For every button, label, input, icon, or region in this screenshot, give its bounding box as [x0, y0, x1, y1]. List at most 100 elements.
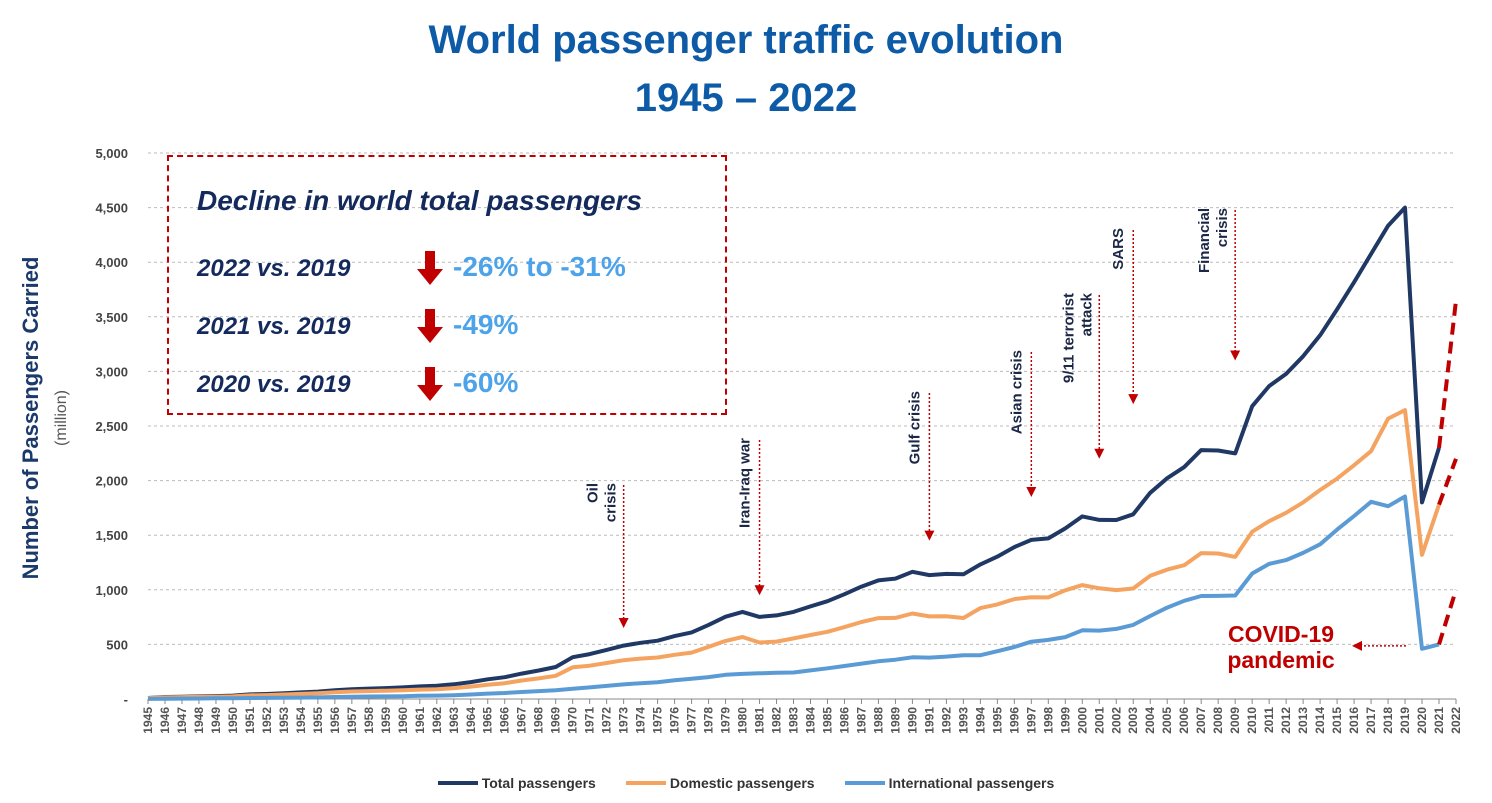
- legend-item-domestic: Domestic passengers: [625, 775, 815, 791]
- callout-row-value: -49%: [453, 309, 519, 340]
- covid-annotation-text: pandemic: [1227, 647, 1335, 673]
- series-lines: [147, 205, 1458, 701]
- x-tick-label: 1972: [600, 707, 614, 734]
- down-arrow-icon: [417, 251, 443, 285]
- x-tick-label: 1953: [277, 707, 291, 734]
- series-line-2: [147, 494, 1440, 701]
- x-tick-label: 2003: [1126, 707, 1140, 734]
- x-tick-label: 1981: [753, 707, 767, 734]
- x-tick-label: 2015: [1330, 707, 1344, 734]
- decline-callout: Decline in world total passengers 2022 v…: [167, 155, 727, 415]
- event-label: Iran-Iraq war: [737, 438, 754, 528]
- y-tick-label: 2,500: [95, 419, 128, 434]
- legend-label: Domestic passengers: [669, 775, 815, 791]
- event-label: Oil: [585, 483, 602, 503]
- x-tick-label: 1989: [888, 707, 902, 734]
- x-tick-label: 2010: [1245, 707, 1259, 734]
- down-arrow-icon: [417, 309, 443, 343]
- x-tick-label: 2007: [1194, 707, 1208, 734]
- event-label: Gulf crisis: [906, 391, 923, 464]
- x-tick-label: 2022: [1449, 707, 1463, 734]
- x-tick-label: 2016: [1347, 707, 1361, 734]
- x-tick-label: 1969: [549, 707, 563, 734]
- x-axis: 1945 1946 1947 1948 1949 1950 1951 1952 1953 1954…: [141, 698, 1463, 734]
- x-tick-label: 1980: [736, 707, 750, 734]
- event-label: crisis: [603, 483, 620, 522]
- x-tick-label: 1963: [447, 707, 461, 734]
- series-line-1: [147, 408, 1441, 701]
- x-tick-label: 1964: [464, 707, 478, 734]
- x-tick-label: 1973: [617, 707, 631, 734]
- y-axis-label: Number of Passengers Carried: [18, 257, 43, 580]
- x-tick-label: 1966: [498, 707, 512, 734]
- projection-line: [1437, 300, 1458, 449]
- legend-item-total: Total passengers: [437, 775, 596, 791]
- gridlines: [148, 152, 1456, 645]
- event-label: attack: [1078, 292, 1095, 336]
- x-tick-label: 1947: [175, 707, 189, 734]
- legend-swatch: [625, 781, 666, 785]
- x-tick-label: 2004: [1143, 707, 1157, 734]
- x-tick-label: 1971: [583, 707, 597, 734]
- x-tick-label: 2002: [1109, 707, 1123, 734]
- y-tick-label: 3,000: [95, 364, 128, 379]
- y-tick-label: 1,500: [95, 528, 128, 543]
- event-label: SARS: [1110, 228, 1127, 270]
- chart-title: World passenger traffic evolution: [428, 18, 1064, 62]
- y-axis-unit: (million): [53, 390, 70, 446]
- legend-swatch: [844, 781, 885, 785]
- y-tick-label: 500: [106, 637, 128, 652]
- x-tick-label: 1999: [1058, 707, 1072, 734]
- callout-row-value: -26% to -31%: [453, 251, 626, 282]
- down-arrow-icon: [417, 367, 443, 401]
- x-tick-label: 1960: [396, 707, 410, 734]
- legend-swatch: [437, 781, 478, 785]
- x-tick-label: 2019: [1398, 707, 1412, 734]
- legend: Total passengers Domestic passengers Int…: [0, 775, 1492, 791]
- y-tick-label: 4,500: [95, 201, 128, 216]
- x-tick-label: 1962: [430, 707, 444, 734]
- x-tick-label: 2013: [1296, 707, 1310, 734]
- covid-annotation-text: COVID-19: [1228, 621, 1334, 647]
- x-tick-label: 1988: [871, 707, 885, 734]
- legend-label: International passengers: [888, 775, 1055, 791]
- x-tick-label: 1982: [770, 707, 784, 734]
- x-tick-label: 1957: [345, 707, 359, 734]
- x-tick-label: 1995: [990, 707, 1004, 734]
- x-tick-label: 1950: [226, 707, 240, 734]
- x-tick-label: 2011: [1262, 707, 1276, 733]
- x-tick-label: 2001: [1092, 707, 1106, 734]
- y-tick-label: -: [124, 692, 128, 707]
- projection-line: [1437, 458, 1458, 506]
- event-arrow-head: [1128, 394, 1139, 405]
- callout-row-2020: 2020 vs. 2019 -60%: [197, 365, 717, 405]
- event-arrow-head: [1094, 448, 1105, 459]
- x-tick-label: 1991: [922, 707, 936, 734]
- x-tick-label: 2018: [1381, 707, 1395, 734]
- x-tick-label: 1952: [260, 707, 274, 734]
- x-tick-label: 1970: [566, 707, 580, 734]
- x-tick-label: 1958: [362, 707, 376, 734]
- x-tick-label: 1987: [854, 707, 868, 734]
- x-tick-label: 1948: [192, 707, 206, 734]
- event-arrow-head: [924, 530, 935, 541]
- y-tick-label: 4,000: [95, 255, 128, 270]
- x-tick-label: 1978: [702, 707, 716, 734]
- y-tick-label: 2,000: [95, 474, 128, 489]
- callout-row-label: 2022 vs. 2019: [197, 255, 351, 282]
- x-tick-label: 1968: [532, 707, 546, 734]
- x-tick-label: 1992: [939, 707, 953, 734]
- x-tick-label: 2009: [1228, 707, 1242, 734]
- legend-item-international: International passengers: [844, 775, 1055, 791]
- x-tick-label: 1961: [413, 707, 427, 734]
- x-tick-label: 1946: [158, 707, 172, 734]
- event-label: crisis: [1214, 208, 1231, 247]
- x-tick-label: 2012: [1279, 707, 1293, 734]
- x-tick-label: 2021: [1432, 707, 1446, 734]
- callout-row-label: 2020 vs. 2019: [197, 371, 351, 398]
- x-tick-label: 1979: [719, 707, 733, 734]
- x-tick-label: 1990: [905, 707, 919, 734]
- event-arrow-head: [1230, 350, 1241, 361]
